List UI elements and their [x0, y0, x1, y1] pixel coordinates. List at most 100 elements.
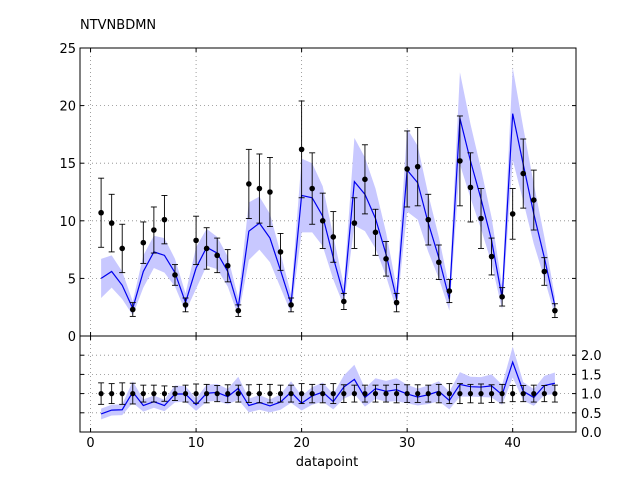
data-point — [341, 298, 347, 305]
y-tick-label: 1.5 — [581, 368, 602, 383]
data-point — [288, 302, 294, 308]
data-point — [541, 268, 548, 275]
data-point — [182, 302, 189, 308]
data-point — [172, 272, 178, 278]
data-point — [436, 391, 442, 397]
data-point — [362, 176, 368, 183]
data-point — [404, 166, 410, 172]
data-point — [288, 391, 294, 397]
data-point — [151, 227, 157, 233]
data-point — [362, 391, 368, 397]
data-point — [488, 391, 495, 397]
data-point — [478, 215, 484, 222]
data-point — [193, 237, 199, 244]
data-point — [108, 220, 115, 226]
data-point — [446, 288, 453, 294]
data-point — [109, 391, 115, 397]
y-tick-label: 20 — [59, 100, 76, 115]
data-point — [320, 391, 326, 397]
x-tick-label: 10 — [188, 436, 205, 451]
x-axis-label: datapoint — [296, 455, 358, 470]
data-point — [246, 391, 252, 397]
data-point — [457, 391, 463, 397]
data-point — [341, 391, 347, 397]
data-point — [140, 391, 146, 397]
data-point — [552, 391, 558, 397]
y-tick-label: 0.0 — [581, 426, 602, 441]
model-uncertainty-band — [101, 67, 555, 317]
data-point — [119, 391, 125, 397]
y-tick-label: 2.0 — [581, 349, 602, 364]
data-point — [119, 245, 126, 252]
data-point — [225, 391, 231, 397]
data-point — [151, 391, 157, 397]
data-point — [457, 158, 463, 164]
data-point — [246, 181, 252, 187]
data-point — [309, 185, 315, 192]
data-point — [256, 391, 263, 397]
data-point — [193, 391, 199, 397]
data-point — [499, 391, 505, 397]
data-point — [393, 299, 400, 306]
y-tick-label: 10 — [59, 215, 76, 230]
data-point — [467, 184, 474, 191]
data-point — [499, 294, 505, 300]
x-tick-label: 20 — [293, 436, 310, 451]
axes-frame — [79, 335, 577, 433]
data-point — [446, 391, 452, 397]
data-point — [541, 391, 547, 397]
data-point — [298, 146, 305, 153]
data-point — [530, 197, 537, 203]
data-point — [393, 391, 400, 397]
data-point — [383, 256, 389, 262]
data-point — [277, 391, 284, 397]
data-point — [351, 391, 357, 397]
data-point — [351, 220, 358, 226]
data-point — [383, 391, 389, 397]
data-point — [214, 252, 220, 259]
data-point — [414, 163, 421, 170]
data-point — [256, 185, 263, 192]
data-point — [330, 234, 337, 240]
data-point — [299, 391, 305, 397]
data-point — [425, 391, 431, 397]
data-point — [172, 391, 178, 397]
data-point — [98, 391, 104, 397]
y-tick-label: 15 — [59, 157, 76, 172]
data-point — [319, 218, 326, 224]
data-point — [425, 216, 432, 223]
data-point — [372, 391, 379, 397]
data-point — [203, 245, 210, 252]
data-point — [140, 239, 147, 246]
y-tick-label: 1.0 — [581, 388, 602, 403]
data-point — [509, 211, 516, 217]
y-tick-label: 25 — [59, 42, 76, 57]
data-point — [478, 391, 484, 397]
data-point — [267, 391, 273, 397]
chart-title: NTVNBDMN — [80, 18, 156, 33]
data-point — [415, 391, 421, 397]
data-point — [161, 391, 168, 397]
data-point — [467, 391, 474, 397]
data-point — [130, 391, 136, 397]
data-point — [520, 170, 527, 177]
residual-panel: 0 10 20 30 40 0.0 0.5 1.0 1.5 2.0 — [79, 335, 602, 451]
data-point — [235, 391, 241, 397]
x-tick-label: 0 — [86, 436, 94, 451]
data-point — [98, 209, 104, 216]
data-point — [161, 216, 168, 223]
data-point — [277, 249, 284, 255]
data-point — [214, 391, 220, 397]
data-point — [404, 391, 410, 397]
x-tick-label: 40 — [504, 436, 521, 451]
data-point — [510, 391, 516, 397]
y-tick-label: 0.5 — [581, 407, 602, 422]
data-point — [372, 229, 379, 236]
model-uncertainty-band — [101, 346, 555, 420]
data-point — [235, 307, 242, 314]
data-point — [129, 306, 136, 313]
data-point — [552, 307, 558, 314]
top-panel: 0 5 10 15 20 25 — [59, 42, 577, 345]
